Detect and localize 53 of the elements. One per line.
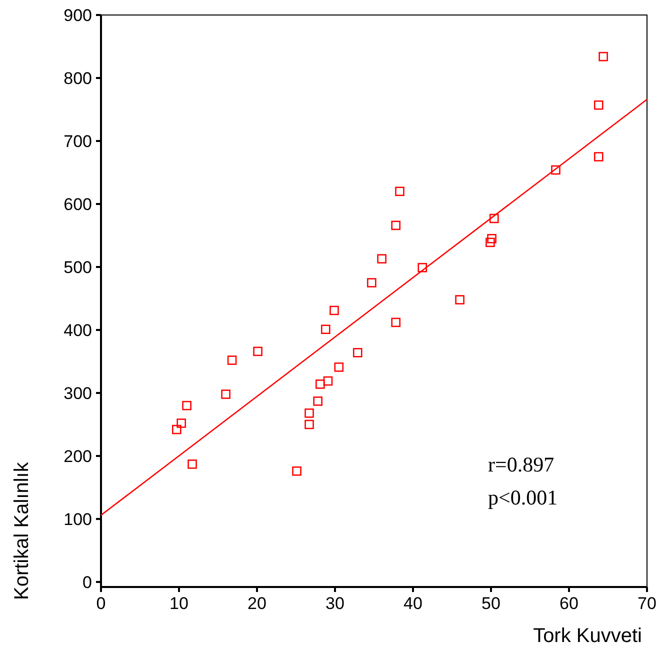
point — [352, 348, 362, 358]
point — [551, 165, 560, 175]
point — [594, 152, 604, 162]
point — [367, 278, 376, 288]
x-tick-label: 40 — [404, 594, 422, 613]
point — [334, 362, 344, 372]
point — [253, 346, 262, 356]
point — [391, 318, 400, 328]
y-tick-label: 600 — [64, 194, 92, 214]
point — [418, 262, 428, 272]
point — [304, 408, 314, 418]
point — [330, 306, 339, 316]
point — [323, 376, 333, 386]
x-tick-label: 60 — [560, 594, 578, 613]
point — [486, 238, 495, 248]
x-tick-label: 70 — [638, 594, 656, 613]
y-axis-title: Kortikal Kalınlık — [11, 461, 33, 600]
y-tick-label: 200 — [64, 446, 92, 466]
point — [304, 420, 314, 430]
point — [172, 424, 182, 434]
x-tick-label: 10 — [170, 594, 188, 613]
point — [176, 418, 186, 428]
y-tick-label: 300 — [64, 384, 92, 403]
point — [594, 100, 604, 110]
annotation: r=0.897 — [488, 452, 554, 477]
x-axis-title: Tork Kuvveti — [533, 625, 642, 647]
x-tick-label: 20 — [248, 594, 266, 613]
y-tick-label: 400 — [64, 320, 92, 340]
point — [313, 396, 322, 406]
point — [598, 52, 608, 62]
point — [316, 380, 325, 389]
point — [320, 324, 330, 334]
y-tick-label: 800 — [64, 68, 92, 88]
point — [487, 234, 496, 244]
point — [227, 356, 237, 365]
x-tick-label: 50 — [482, 594, 500, 613]
point — [395, 186, 404, 196]
y-tick-label: 900 — [64, 6, 92, 25]
point — [292, 466, 302, 476]
point — [188, 460, 197, 469]
point — [182, 400, 192, 410]
y-tick-label: 100 — [64, 510, 92, 529]
point — [377, 254, 386, 264]
y-tick-label: 500 — [64, 258, 92, 277]
point — [489, 214, 499, 224]
y-tick-label: 700 — [64, 132, 92, 151]
point — [221, 390, 230, 399]
point — [391, 220, 400, 230]
x-tick-label: 0 — [96, 594, 106, 613]
x-tick-label: 30 — [326, 594, 344, 613]
y-tick-label: 0 — [82, 572, 92, 592]
annotation: p<0.001 — [488, 486, 558, 510]
point — [455, 295, 464, 304]
